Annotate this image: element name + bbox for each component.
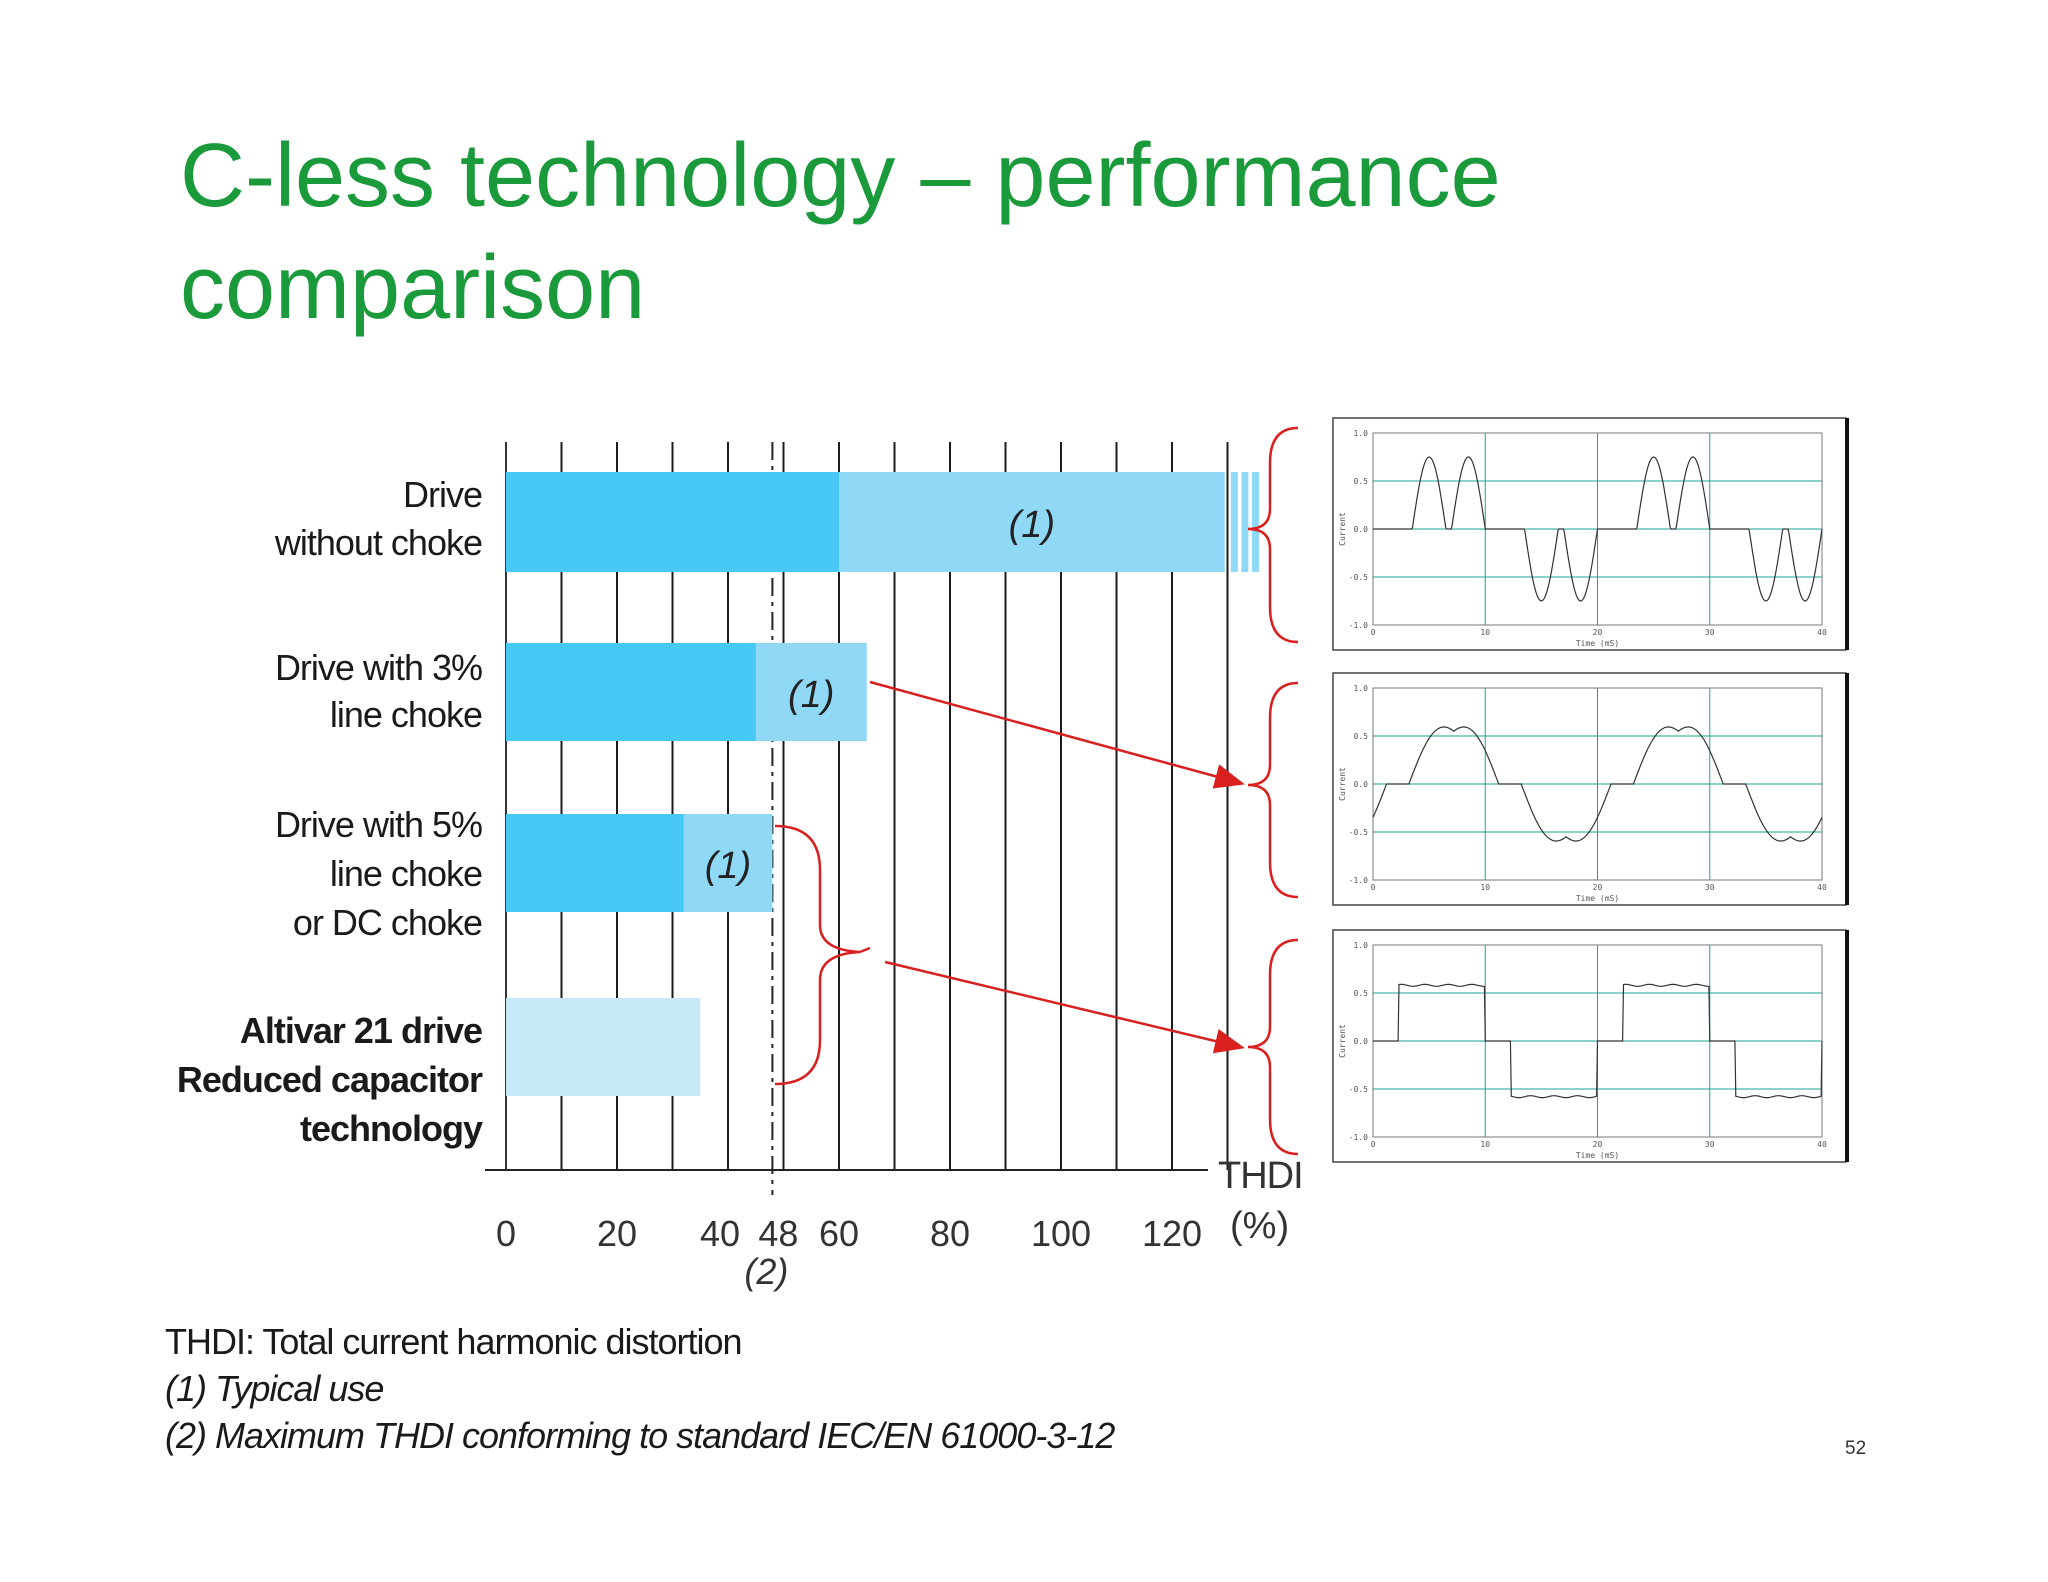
waveform-y-label: Current xyxy=(1338,767,1347,801)
x-axis-label: THDI xyxy=(1218,1155,1303,1197)
waveform-x-tick: 30 xyxy=(1705,1140,1715,1149)
waveform-x-tick: 40 xyxy=(1817,883,1827,892)
waveform-x-tick: 10 xyxy=(1480,628,1490,637)
waveform-x-tick: 0 xyxy=(1371,628,1376,637)
bar-altivar xyxy=(506,998,701,1096)
waveform-y-tick: -0.5 xyxy=(1349,573,1368,582)
limit-label: (2) xyxy=(744,1251,788,1292)
waveform-y-tick: -1.0 xyxy=(1349,621,1368,630)
waveform-frame xyxy=(1332,672,1847,906)
category-label: technology xyxy=(300,1108,483,1149)
x-tick-labels: 0 20 40 48 60 80 100 120 xyxy=(496,1213,1202,1254)
waveform-y-label: Current xyxy=(1338,1024,1347,1058)
category-label: Reduced capacitor xyxy=(177,1059,483,1100)
waveform-x-tick: 20 xyxy=(1593,1140,1603,1149)
waveform-x-tick: 20 xyxy=(1593,883,1603,892)
waveform-x-tick: 30 xyxy=(1705,883,1715,892)
waveform-x-tick: 10 xyxy=(1480,1140,1490,1149)
waveform-x-label: Time (mS) xyxy=(1576,639,1619,648)
x-tick-label: 20 xyxy=(597,1213,637,1254)
waveform-x-tick: 30 xyxy=(1705,628,1715,637)
x-tick-label: 120 xyxy=(1142,1213,1202,1254)
waveform-y-tick: -1.0 xyxy=(1349,1133,1368,1142)
x-tick-label: 48 xyxy=(758,1213,798,1254)
x-tick-label: 40 xyxy=(700,1213,740,1254)
bar-base xyxy=(506,643,756,741)
category-label: without choke xyxy=(274,522,482,563)
brace-tip xyxy=(859,946,871,954)
arrow-to-panel-2 xyxy=(869,680,1245,789)
waveform-panel: 1.0 0.5 0.0 -0.5 -1.00 10 20 30 40 Time (mS) Curre… xyxy=(1247,929,1849,1163)
waveform-y-tick: -0.5 xyxy=(1349,828,1368,837)
waveform-x-tick: 0 xyxy=(1371,883,1376,892)
waveform-y-tick: 0.0 xyxy=(1354,1037,1369,1046)
category-labels: Drive without choke Drive with 3% line chok… xyxy=(177,474,484,1149)
bar-base xyxy=(506,472,839,572)
page-number: 52 xyxy=(1845,1438,1867,1459)
bar-base xyxy=(506,814,684,912)
category-label: Drive with 5% xyxy=(275,804,482,845)
waveform-y-tick: -1.0 xyxy=(1349,876,1368,885)
waveform-y-tick: 0.5 xyxy=(1354,477,1369,486)
bar-overflow-stripes xyxy=(1230,472,1259,572)
bars: (1) (1) (1) xyxy=(506,472,1225,1096)
waveform-panel: 1.0 0.5 0.0 -0.5 -1.00 10 20 30 40 Time (mS) Curre… xyxy=(1247,417,1849,651)
arrow-to-panel-3 xyxy=(884,960,1245,1054)
category-label: or DC choke xyxy=(293,902,482,943)
waveform-frame xyxy=(1332,929,1847,1163)
waveform-y-tick: 1.0 xyxy=(1354,684,1369,693)
typical-use-label: (1) xyxy=(705,845,751,887)
bar-overflow-stripe xyxy=(1251,472,1259,572)
x-tick-label: 80 xyxy=(930,1213,970,1254)
category-label: Drive with 3% xyxy=(275,647,482,688)
bar-group-brace xyxy=(774,824,861,1086)
waveform-x-tick: 40 xyxy=(1817,628,1827,637)
waveform-frame xyxy=(1332,417,1847,651)
waveform-panel: 1.0 0.5 0.0 -0.5 -1.00 10 20 30 40 Time (mS) Curre… xyxy=(1247,672,1849,906)
x-axis-unit: (%) xyxy=(1230,1205,1289,1247)
category-label: line choke xyxy=(330,694,482,735)
footnote-thdi: THDI: Total current harmonic distortion xyxy=(165,1321,743,1362)
waveform-y-tick: 1.0 xyxy=(1354,429,1369,438)
waveform-x-tick: 20 xyxy=(1593,628,1603,637)
x-tick-label: 0 xyxy=(496,1213,516,1254)
title-line-1: C-less technology – performance xyxy=(180,126,1501,226)
waveform-y-tick: 0.0 xyxy=(1354,525,1369,534)
typical-use-label: (1) xyxy=(788,674,834,716)
panel-brace xyxy=(1247,426,1299,644)
footnote-2: (2) Maximum THDI conforming to standard … xyxy=(165,1415,1115,1456)
waveform-trace xyxy=(1373,983,1823,1099)
bar-overflow-stripe xyxy=(1241,472,1249,572)
x-tick-label: 60 xyxy=(819,1213,859,1254)
waveform-trace xyxy=(1372,726,1823,842)
waveform-y-tick: -0.5 xyxy=(1349,1085,1368,1094)
waveform-x-tick: 0 xyxy=(1371,1140,1376,1149)
footnotes: THDI: Total current harmonic distortion … xyxy=(165,1318,1115,1459)
waveform-trace xyxy=(1373,456,1823,602)
waveform-x-tick: 40 xyxy=(1817,1140,1827,1149)
page-title: C-less technology – performance comparis… xyxy=(180,120,1680,344)
typical-use-label: (1) xyxy=(1009,504,1055,546)
category-label: line choke xyxy=(330,853,482,894)
category-label: Altivar 21 drive xyxy=(240,1010,482,1051)
waveform-y-tick: 0.5 xyxy=(1354,732,1369,741)
x-tick-label: 100 xyxy=(1031,1213,1091,1254)
panel-brace xyxy=(1247,681,1299,899)
category-label: Drive xyxy=(403,474,482,515)
waveform-y-label: Current xyxy=(1338,512,1347,546)
title-line-2: comparison xyxy=(180,238,646,338)
waveform-y-tick: 1.0 xyxy=(1354,941,1369,950)
waveform-x-label: Time (mS) xyxy=(1576,1151,1619,1160)
waveform-x-tick: 10 xyxy=(1480,883,1490,892)
bar-overflow-stripe xyxy=(1230,472,1238,572)
footnote-1: (1) Typical use xyxy=(165,1368,384,1409)
waveform-y-tick: 0.0 xyxy=(1354,780,1369,789)
waveform-x-label: Time (mS) xyxy=(1576,894,1619,903)
annotations xyxy=(774,680,1245,1086)
waveform-y-tick: 0.5 xyxy=(1354,989,1369,998)
panel-brace xyxy=(1247,938,1299,1156)
